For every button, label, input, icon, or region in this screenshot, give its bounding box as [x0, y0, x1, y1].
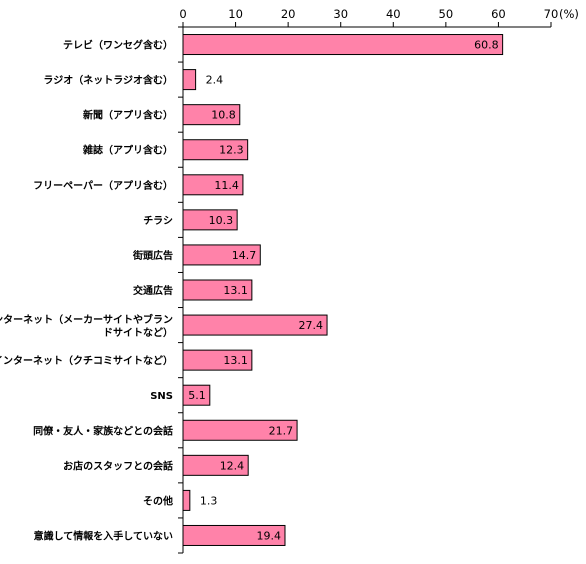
bar — [182, 244, 261, 266]
bar — [182, 139, 249, 161]
data-label: 19.4 — [256, 529, 281, 542]
data-label: 2.4 — [206, 74, 224, 87]
x-unit-label: (%) — [559, 7, 579, 21]
category-labels: テレビ（ワンセグ含む） ラジオ（ネットラジオ含む） 新聞（アプリ含む） 雑誌（アプリ含… — [0, 39, 173, 543]
data-label: 12.4 — [220, 459, 245, 472]
data-label: 13.1 — [223, 284, 248, 297]
bar — [182, 209, 238, 231]
bar — [182, 419, 298, 441]
data-label: 21.7 — [269, 424, 294, 437]
category-label: ラジオ（ネットラジオ含む） — [43, 74, 173, 87]
category-label: インターネット（クチコミサイトなど） — [0, 354, 173, 367]
data-label: 12.3 — [219, 144, 244, 157]
bar — [182, 489, 191, 511]
data-label: 14.7 — [232, 249, 257, 262]
bar — [182, 279, 253, 301]
bar — [182, 349, 253, 371]
category-label: SNS — [150, 391, 173, 402]
bar — [182, 454, 249, 476]
category-label: ドサイトなど） — [103, 326, 173, 339]
category-label: 交通広告 — [133, 284, 173, 297]
category-label: フリーペーパー（アプリ含む） — [33, 179, 173, 192]
category-label: その他 — [143, 494, 173, 507]
x-tick-label: 30 — [333, 7, 348, 21]
data-label: 1.3 — [200, 494, 218, 507]
bars: 60.8 2.4 10.8 12.3 11.4 10.3 14.7 13.1 27.4 13.1 5… — [182, 34, 504, 546]
category-label: 同僚・友人・家族などとの会話 — [33, 424, 173, 437]
category-label: 意識して情報を入手していない — [34, 529, 173, 542]
bar — [182, 174, 244, 196]
bar — [182, 524, 286, 546]
data-label: 13.1 — [223, 354, 248, 367]
bar — [182, 384, 211, 406]
bar — [182, 34, 504, 56]
category-label: 雑誌（アプリ含む） — [82, 144, 173, 157]
bar — [182, 314, 328, 336]
bar — [182, 104, 241, 126]
category-label: お店のスタッフとの会話 — [63, 459, 173, 472]
y-axis — [178, 26, 184, 554]
data-label: 11.4 — [214, 179, 239, 192]
x-tick-label: 0 — [179, 7, 186, 21]
x-tick-label: 70 — [544, 7, 559, 21]
x-tick-label: 10 — [228, 7, 243, 21]
category-label: インターネット（メーカーサイトやブラン — [0, 313, 173, 326]
x-tick-label: 20 — [281, 7, 296, 21]
x-tick-label: 40 — [386, 7, 401, 21]
category-label: 新聞（アプリ含む） — [83, 109, 173, 122]
data-label: 27.4 — [299, 319, 324, 332]
x-tick-label: 50 — [439, 7, 454, 21]
data-label: 10.3 — [209, 214, 234, 227]
bar — [182, 69, 197, 91]
x-tick-label: 60 — [491, 7, 506, 21]
data-label: 60.8 — [474, 39, 499, 52]
data-label: 10.8 — [211, 109, 236, 122]
category-label: テレビ（ワンセグ含む） — [63, 39, 173, 52]
data-label: 5.1 — [188, 389, 206, 402]
category-label: 街頭広告 — [132, 249, 173, 262]
category-label: チラシ — [143, 215, 173, 227]
x-axis: 0 10 20 30 40 50 60 70 (%) — [179, 7, 579, 28]
